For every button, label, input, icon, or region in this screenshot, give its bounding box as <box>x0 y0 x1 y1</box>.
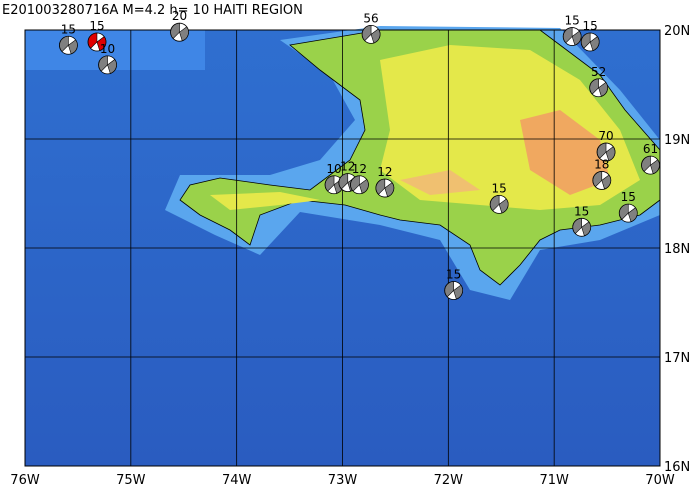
map-frame <box>24 29 661 467</box>
beachball-wedge <box>489 195 509 214</box>
depth-label: 61 <box>643 142 658 156</box>
beachball: 10 <box>98 42 117 75</box>
y-tick-label: 16N <box>664 460 690 475</box>
beachball: 70 <box>596 129 616 162</box>
beachball: 15 <box>58 22 78 55</box>
x-tick-label: 71W <box>539 473 569 488</box>
depth-label: 56 <box>363 11 378 25</box>
depth-label: 15 <box>61 22 76 36</box>
depth-label: 15 <box>446 268 461 282</box>
beachball: 15 <box>444 268 464 300</box>
beachball: 12 <box>375 165 395 198</box>
beachball-wedge <box>562 27 582 46</box>
beachball-wedge <box>350 175 369 194</box>
beachball: 15 <box>618 190 638 223</box>
x-tick-label: 76W <box>10 473 40 488</box>
beachball-wedge <box>87 32 107 51</box>
beachball-wedge <box>444 281 463 300</box>
depth-label: 15 <box>89 19 104 33</box>
beachball: 15 <box>489 181 509 214</box>
beachball-wedge <box>641 155 660 175</box>
map-title: E201003280716A M=4.2 h= 10 HAITI REGION <box>2 3 303 18</box>
depth-label: 52 <box>591 65 606 79</box>
depth-label: 15 <box>491 181 506 195</box>
beachball: 15 <box>580 19 600 52</box>
beachball: 52 <box>589 65 609 98</box>
beachball: 12 <box>350 162 369 195</box>
beachball-wedge <box>592 171 612 190</box>
y-tick-label: 17N <box>664 351 690 366</box>
y-tick-label: 19N <box>664 133 690 148</box>
beachball: 15 <box>87 19 107 52</box>
depth-label: 15 <box>565 14 580 28</box>
beachball-wedge <box>589 78 608 97</box>
beachball: 20 <box>170 9 189 42</box>
x-tick-label: 72W <box>434 473 464 488</box>
beachball-wedge <box>580 32 600 51</box>
beachball-wedge <box>572 217 591 237</box>
depth-label: 10 <box>100 42 115 56</box>
beachball-wedge <box>596 142 616 162</box>
beachball: 15 <box>572 204 592 237</box>
beachball: 15 <box>562 14 582 46</box>
depth-label: 15 <box>621 190 636 204</box>
beachball-wedge <box>361 25 381 44</box>
depth-label: 15 <box>574 204 589 218</box>
beachball: 18 <box>592 157 612 190</box>
y-tick-label: 18N <box>664 242 690 257</box>
depth-label: 70 <box>598 129 613 143</box>
beachball-wedge <box>59 35 78 55</box>
beachball-wedge <box>619 203 638 223</box>
depth-label: 12 <box>352 162 367 176</box>
depth-label: 12 <box>377 165 392 179</box>
beachball-wedge <box>375 178 395 197</box>
depth-label: 20 <box>172 9 187 23</box>
depth-label: 18 <box>594 157 609 171</box>
y-tick-label: 20N <box>664 24 690 39</box>
depth-label: 10 <box>326 162 341 176</box>
beachball: 56 <box>361 11 381 44</box>
beachball: 61 <box>641 142 660 175</box>
beachball-wedge <box>98 55 117 74</box>
x-tick-label: 70W <box>645 473 675 488</box>
depth-label: 15 <box>583 19 598 33</box>
x-tick-label: 74W <box>222 473 252 488</box>
x-tick-label: 75W <box>116 473 146 488</box>
depth-label: 12 <box>340 160 355 174</box>
beachball-wedge <box>170 22 189 42</box>
x-tick-label: 73W <box>328 473 358 488</box>
